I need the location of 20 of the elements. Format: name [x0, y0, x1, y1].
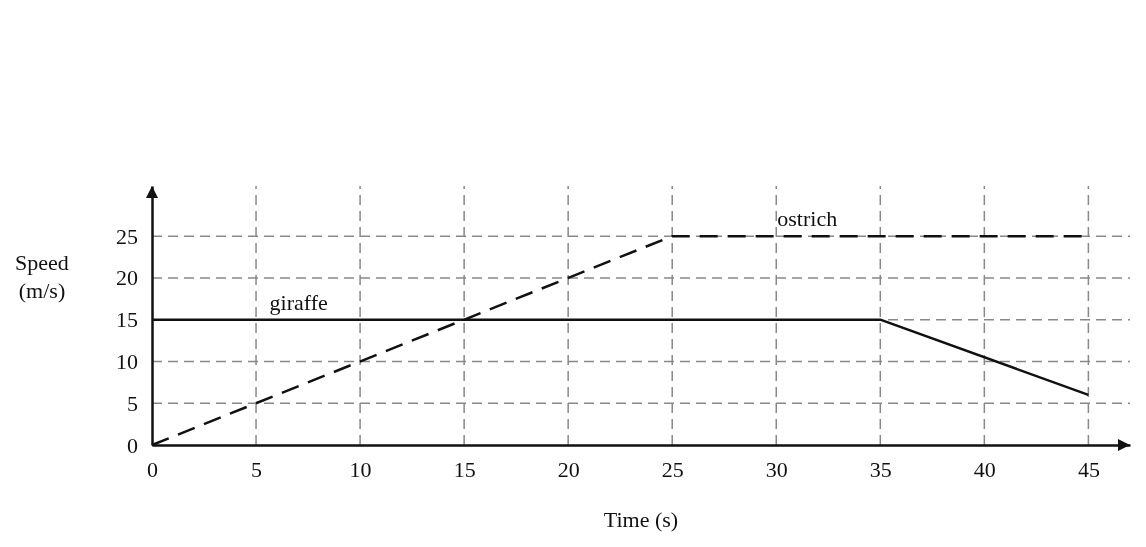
x-tick-label: 20 [557, 456, 580, 482]
x-tick-label: 15 [453, 456, 476, 482]
x-tick-label: 10 [349, 456, 372, 482]
series-label: ostrich [777, 206, 838, 232]
x-tick-label: 35 [869, 456, 892, 482]
series-label: giraffe [269, 289, 328, 315]
y-tick-label: 20 [116, 265, 138, 291]
x-tick-label: 0 [147, 456, 158, 482]
x-axis-title: Time (s) [603, 507, 679, 532]
y-tick-label: 10 [116, 348, 138, 374]
x-tick-label: 45 [1077, 456, 1100, 482]
y-tick-label: 15 [116, 307, 138, 333]
x-tick-label: 40 [973, 456, 996, 482]
y-axis-title: Speed (m/s) [15, 249, 69, 304]
y-tick-label: 0 [127, 432, 138, 458]
y-tick-label: 5 [127, 390, 138, 416]
y-tick-label: 25 [116, 223, 138, 249]
x-tick-label: 30 [765, 456, 788, 482]
x-tick-label: 5 [251, 456, 263, 482]
x-tick-label: 25 [661, 456, 684, 482]
